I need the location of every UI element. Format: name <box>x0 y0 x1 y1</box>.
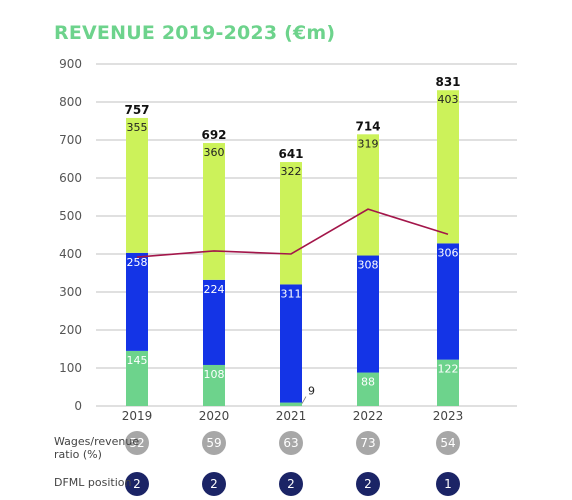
y-tick-label: 900 <box>59 57 82 71</box>
bar-value-label: 360 <box>204 146 225 159</box>
y-tick-label: 800 <box>59 95 82 109</box>
wages-value: 54 <box>440 436 455 450</box>
bar-total-label: 641 <box>278 147 303 161</box>
bar-segment <box>437 243 459 360</box>
y-tick-label: 300 <box>59 285 82 299</box>
bar-segment <box>280 284 302 403</box>
bar-segment <box>126 117 148 253</box>
bar-value-label: 322 <box>281 165 302 178</box>
bar-value-label: 319 <box>358 137 379 150</box>
y-axis-ticks: 0 100 200 300 400 500 600 700 800 900 <box>59 57 82 413</box>
wages-value: 63 <box>283 436 298 450</box>
trend-line <box>136 208 449 258</box>
dfml-value: 2 <box>287 477 295 491</box>
dfml-circle <box>125 472 149 496</box>
y-tick-label: 100 <box>59 361 82 375</box>
dfml-circle <box>436 472 460 496</box>
x-tick-label: 2023 <box>433 409 464 423</box>
circle-rows: 52 59 63 73 54 2 2 2 2 1 <box>125 431 460 496</box>
bar-total-label: 692 <box>201 128 226 142</box>
y-tick-label: 0 <box>74 399 82 413</box>
bar-segment <box>437 90 459 244</box>
bar-value-label: 9 <box>308 385 315 398</box>
bar-segment <box>437 359 459 406</box>
wages-circle <box>125 431 149 455</box>
y-tick-label: 600 <box>59 171 82 185</box>
bars: 145 258 355 757 108 224 360 692 9 311 322 641 88 308 3… <box>124 75 461 406</box>
bar-value-label: 88 <box>361 376 375 389</box>
wages-circle <box>202 431 226 455</box>
bar-segment <box>126 350 148 406</box>
y-tick-label: 700 <box>59 133 82 147</box>
wages-value: 59 <box>206 436 221 450</box>
bar-segment <box>357 372 379 406</box>
wages-value: 52 <box>129 436 144 450</box>
trend-line-path <box>136 208 449 258</box>
wages-ratio-label: Wages/revenue ratio (%) <box>54 435 140 461</box>
dfml-circle <box>202 472 226 496</box>
dfml-value: 2 <box>364 477 372 491</box>
bar-segment <box>280 402 302 406</box>
bar-total-label: 757 <box>124 103 149 117</box>
dfml-value: 2 <box>210 477 218 491</box>
dfml-value: 2 <box>133 477 141 491</box>
bar-value-label: 311 <box>281 287 302 300</box>
dfml-value: 1 <box>444 477 452 491</box>
dfml-circle <box>356 472 380 496</box>
wages-circle <box>436 431 460 455</box>
y-tick-label: 500 <box>59 209 82 223</box>
wages-circle <box>356 431 380 455</box>
y-tick-label: 200 <box>59 323 82 337</box>
bar-value-label: 108 <box>204 368 225 381</box>
bar-segment <box>203 364 225 406</box>
chart-title: REVENUE 2019-2023 (€m) <box>54 22 336 44</box>
bar-value-label: 355 <box>127 121 148 134</box>
x-axis-ticks: 2019 2020 2021 2022 2023 <box>122 409 464 423</box>
x-tick-label: 2021 <box>276 409 307 423</box>
bar-segment <box>357 255 379 373</box>
dfml-circle <box>279 472 303 496</box>
bar-value-label: 308 <box>358 259 379 272</box>
bar-value-label: 258 <box>127 256 148 269</box>
dfml-position-label: DFML position <box>54 476 132 489</box>
bar-segment <box>203 279 225 365</box>
x-tick-label: 2020 <box>199 409 230 423</box>
bar-segment <box>203 143 225 280</box>
label-leader <box>301 396 307 404</box>
bar-value-label: 403 <box>438 93 459 106</box>
bar-value-label: 122 <box>438 363 459 376</box>
bar-value-label: 224 <box>204 283 225 296</box>
bar-value-label: 306 <box>438 246 459 259</box>
bar-segment <box>280 162 302 285</box>
bar-total-label: 831 <box>435 75 460 89</box>
wages-circle <box>279 431 303 455</box>
wages-value: 73 <box>360 436 375 450</box>
x-tick-label: 2019 <box>122 409 153 423</box>
bar-segment <box>126 252 148 351</box>
bar-value-label: 145 <box>127 354 148 367</box>
bar-total-label: 714 <box>355 119 380 133</box>
bar-segment <box>357 134 379 256</box>
x-tick-label: 2022 <box>353 409 384 423</box>
y-tick-label: 400 <box>59 247 82 261</box>
